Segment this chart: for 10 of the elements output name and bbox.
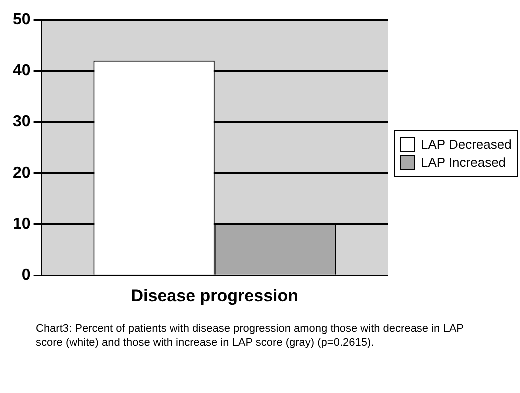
y-tick-label: 0 <box>22 267 31 284</box>
y-tick-label: 50 <box>13 11 31 28</box>
y-tick-label: 20 <box>13 164 31 182</box>
caption: Chart3: Percent of patients with disease progression among those with decrease in LAP score (white) and those with increase in LAP score (gray) (p=0.2615). <box>36 322 465 350</box>
y-tick-label: 10 <box>13 216 31 233</box>
legend-label: LAP Increased <box>421 155 506 170</box>
legend-label: LAP Decreased <box>421 137 512 152</box>
y-tick-label: 30 <box>13 114 31 131</box>
y-tick-label: 40 <box>13 62 31 80</box>
x-tick-label: Disease progression <box>131 286 299 306</box>
